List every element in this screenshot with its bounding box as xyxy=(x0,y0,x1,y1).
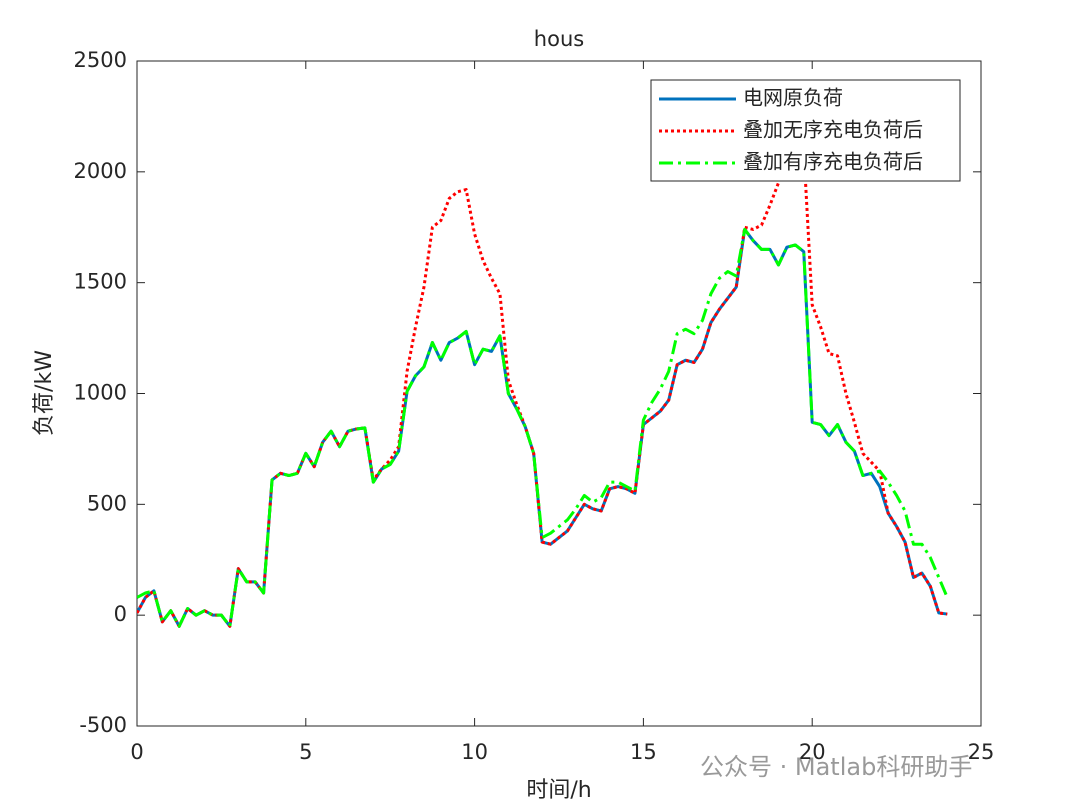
y-tick-label: 1000 xyxy=(74,381,127,405)
y-tick-label: 2500 xyxy=(74,48,127,72)
y-tick-label: 500 xyxy=(87,491,127,515)
x-tick-label: 10 xyxy=(461,740,488,764)
x-tick-label: 20 xyxy=(799,740,826,764)
x-tick-label: 0 xyxy=(130,740,143,764)
y-tick-label: 1500 xyxy=(74,270,127,294)
x-tick-label: 5 xyxy=(299,740,312,764)
series-line xyxy=(137,227,949,628)
y-tick-label: -500 xyxy=(79,713,127,737)
lines xyxy=(137,148,949,628)
watermark: 公众号 · Matlab科研助手 xyxy=(700,753,972,781)
y-axis-label: 负荷/kW xyxy=(32,350,57,436)
legend-label: 电网原负荷 xyxy=(743,86,843,110)
y-tick-label: 2000 xyxy=(74,159,127,183)
x-tick-label: 15 xyxy=(630,740,657,764)
y-tick-label: 0 xyxy=(114,602,127,626)
x-axis-label: 时间/h xyxy=(526,778,591,803)
legend-label: 叠加无序充电负荷后 xyxy=(743,118,923,142)
x-tick-label: 25 xyxy=(968,740,995,764)
legend-label: 叠加有序充电负荷后 xyxy=(743,150,923,174)
chart-title: hous xyxy=(534,27,584,51)
